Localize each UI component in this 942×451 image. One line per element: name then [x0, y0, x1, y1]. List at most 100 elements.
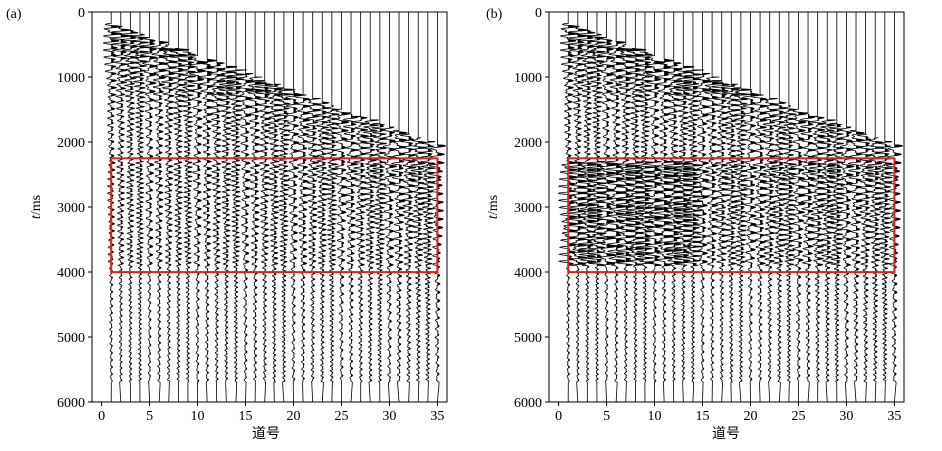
trace-9 [176, 12, 197, 403]
x-tick-label: 30 [382, 409, 396, 424]
trace-28 [818, 12, 837, 403]
trace-31-fill [856, 131, 865, 381]
y-tick-label: 0 [535, 6, 542, 21]
trace-8-fill [178, 48, 189, 379]
panel-b-ylabel-unit: /ms [486, 195, 501, 215]
trace-32 [856, 12, 875, 403]
trace-28-fill [370, 119, 379, 382]
trace-8 [624, 12, 647, 403]
trace-8 [168, 12, 190, 403]
x-tick-label: 5 [603, 409, 610, 424]
trace-20-fill [750, 91, 760, 382]
trace-8-fill [635, 48, 646, 379]
y-tick-label: 0 [78, 6, 85, 21]
panel-b-xlabel: 道号 [712, 426, 740, 442]
trace-27-fill [360, 116, 368, 377]
panel-a-ylabel-unit: /ms [29, 195, 44, 215]
x-tick-label: 35 [430, 409, 444, 424]
trace-34 [418, 12, 437, 403]
trace-20 [741, 12, 761, 403]
trace-32 [399, 12, 418, 403]
trace-17 [253, 12, 275, 403]
trace-1-fill [568, 25, 580, 376]
trace-30 [837, 12, 855, 403]
trace-27-fill [817, 116, 825, 377]
trace-5-fill [606, 39, 617, 381]
trace-34 [876, 12, 894, 403]
trace-25 [334, 12, 350, 403]
y-tick-label: 6000 [57, 396, 85, 411]
trace-9-fill [644, 51, 655, 383]
y-tick-label: 6000 [514, 396, 542, 411]
trace-35-fill [894, 144, 903, 376]
trace-2-fill [577, 28, 588, 382]
trace-27 [352, 12, 369, 403]
y-tick-label: 3000 [514, 201, 542, 216]
trace-32-fill [865, 134, 874, 380]
trace-10-fill [197, 55, 208, 383]
panel-a-xlabel: 道号 [252, 426, 280, 442]
trace-3-fill [587, 30, 598, 381]
trace-32-fill [408, 134, 416, 380]
trace-20 [284, 12, 304, 403]
y-tick-label: 2000 [514, 136, 542, 151]
panel-b-label: (b) [486, 7, 503, 22]
trace-14 [226, 12, 248, 403]
panel-a-ticks: 0 5 10 15 20 25 30 35 0 1000 2000 3000 4000 5000 6000 [57, 6, 444, 424]
x-tick-label: 0 [555, 409, 562, 424]
trace-12 [206, 12, 227, 403]
x-tick-label: 15 [696, 409, 710, 424]
trace-21-fill [760, 94, 768, 380]
trace-5 [594, 12, 618, 403]
trace-33-fill [875, 137, 883, 380]
trace-19-fill [740, 88, 753, 382]
y-tick-label: 1000 [57, 71, 85, 86]
trace-12-fill [673, 62, 684, 381]
x-tick-label: 20 [286, 409, 300, 424]
trace-22-fill [312, 98, 321, 380]
trace-17 [710, 12, 732, 403]
trace-30-fill [389, 127, 397, 382]
trace-5 [137, 12, 158, 403]
trace-33-fill [418, 137, 426, 380]
trace-29 [370, 12, 388, 403]
trace-27 [807, 12, 826, 403]
x-tick-label: 10 [648, 409, 662, 424]
trace-23-fill [322, 102, 329, 381]
trace-13-fill [683, 66, 694, 380]
panel-b-ticks: 0 5 10 15 20 25 30 35 0 1000 2000 3000 4000 5000 6000 [514, 6, 901, 424]
trace-30-fill [846, 127, 854, 382]
trace-4 [585, 12, 608, 403]
panel-a-highlight-box [110, 157, 439, 274]
trace-5-fill [149, 39, 157, 381]
x-tick-label: 5 [146, 409, 153, 424]
x-tick-label: 25 [334, 409, 348, 424]
trace-22-fill [769, 98, 778, 380]
panel-b-highlight-box [567, 157, 896, 274]
trace-4-fill [139, 34, 149, 381]
trace-23 [313, 12, 331, 403]
trace-24 [780, 12, 798, 403]
trace-26 [343, 12, 359, 403]
trace-16 [703, 12, 724, 403]
trace-31-fill [399, 131, 408, 381]
panel-a-ylabel-symbol: t [29, 214, 44, 219]
trace-4-fill [596, 34, 607, 381]
y-tick-label: 3000 [57, 201, 85, 216]
trace-15-fill [702, 73, 712, 379]
trace-20-fill [293, 91, 303, 382]
trace-14-fill [235, 69, 248, 380]
trace-35-fill [437, 144, 446, 376]
trace-25 [789, 12, 807, 403]
panel-b-traces [557, 12, 903, 403]
trace-21-fill [303, 94, 311, 380]
y-tick-label: 1000 [514, 71, 542, 86]
trace-17-fill [264, 81, 274, 378]
panel-b-ylabel-symbol: t [486, 214, 501, 219]
trace-11 [196, 12, 218, 403]
trace-2-fill [120, 28, 131, 382]
trace-28-fill [827, 119, 836, 382]
trace-9-fill [187, 51, 196, 383]
panel-a: (a) 0 5 10 15 20 25 30 35 0 1000 2000 3000 4000 5000 6… [6, 6, 448, 442]
